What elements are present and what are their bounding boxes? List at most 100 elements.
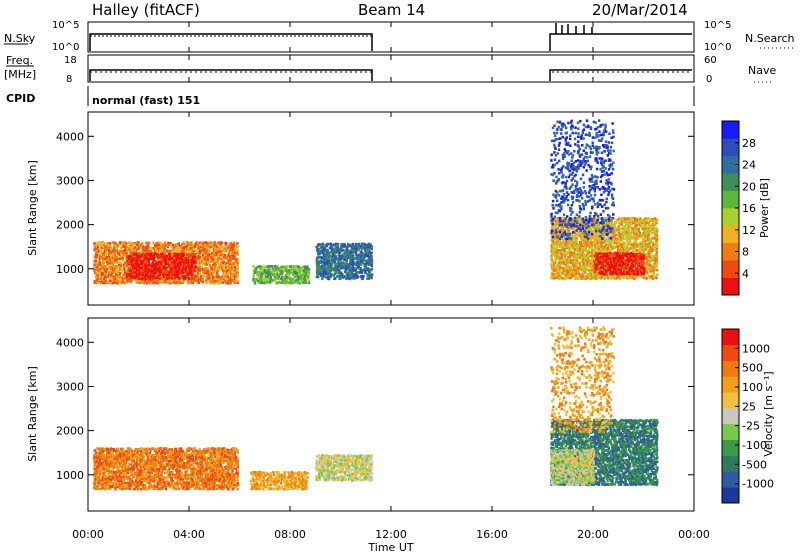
power-cell xyxy=(579,208,582,211)
power-cell xyxy=(350,274,354,278)
power-cell xyxy=(210,269,213,272)
power-cell xyxy=(145,267,149,270)
power-cell xyxy=(612,272,615,275)
power-cell xyxy=(581,257,584,260)
power-cell xyxy=(315,263,319,266)
power-cell xyxy=(611,256,615,259)
power-cell xyxy=(118,253,122,257)
power-cell xyxy=(634,262,637,266)
power-cell xyxy=(339,261,342,264)
power-cell xyxy=(264,268,267,272)
power-cell xyxy=(618,275,621,279)
power-cell xyxy=(630,247,633,250)
power-cell xyxy=(616,275,619,278)
power-cell xyxy=(356,247,359,250)
power-cell xyxy=(563,154,566,157)
power-cell xyxy=(552,207,555,210)
power-cell xyxy=(200,261,203,264)
power-cell xyxy=(564,254,567,258)
power-cell xyxy=(100,269,103,272)
power-cell xyxy=(162,247,165,250)
power-cell xyxy=(573,168,576,171)
power-cell xyxy=(127,266,130,269)
power-cell xyxy=(569,134,572,137)
power-cell xyxy=(573,189,576,193)
power-cell xyxy=(581,131,584,135)
power-cell xyxy=(332,249,336,253)
power-cell xyxy=(364,267,368,270)
power-cell xyxy=(223,254,227,257)
power-cell xyxy=(593,226,597,230)
power-cell xyxy=(556,191,559,194)
power-cell xyxy=(572,161,576,165)
power-cell xyxy=(633,245,636,248)
power-cell xyxy=(611,258,614,262)
power-cell xyxy=(190,273,193,276)
power-cell xyxy=(591,268,594,271)
power-cell xyxy=(641,258,644,261)
power-cell xyxy=(214,248,217,251)
power-cell xyxy=(355,256,358,260)
power-cell xyxy=(332,256,335,260)
power-cell xyxy=(619,257,623,260)
power-cell xyxy=(581,217,585,221)
power-cell xyxy=(123,265,126,268)
power-cell xyxy=(602,246,605,250)
power-cell xyxy=(618,221,621,225)
power-cell xyxy=(182,267,185,270)
power-cell xyxy=(113,251,116,254)
power-cell xyxy=(140,266,143,270)
power-cell xyxy=(307,268,311,271)
power-cell xyxy=(159,249,162,252)
power-cell xyxy=(595,252,598,255)
power-cell xyxy=(322,245,326,248)
power-cell xyxy=(576,151,580,155)
power-cell xyxy=(230,275,234,279)
power-cell xyxy=(571,270,574,274)
power-cell xyxy=(349,265,352,268)
power-cell xyxy=(571,195,575,199)
power-cell xyxy=(588,274,592,278)
power-cell xyxy=(558,209,562,213)
power-cell xyxy=(570,225,573,228)
power-cell xyxy=(228,243,231,246)
power-cell xyxy=(600,252,604,256)
power-cell xyxy=(324,243,327,247)
power-cell xyxy=(227,259,231,262)
power-cell xyxy=(554,234,558,238)
power-cell xyxy=(553,134,557,138)
power-cell xyxy=(155,261,158,264)
power-cell xyxy=(112,254,115,257)
power-cell xyxy=(596,249,599,253)
power-cell xyxy=(321,266,324,270)
power-cell xyxy=(136,279,140,282)
power-cell xyxy=(236,249,239,252)
power-cell xyxy=(210,241,213,244)
power-cell xyxy=(263,273,267,277)
power-cell xyxy=(116,282,119,285)
power-cell xyxy=(562,224,565,228)
power-cell xyxy=(234,245,238,249)
power-cell xyxy=(253,279,257,282)
power-cell xyxy=(626,241,629,244)
power-cell xyxy=(346,249,349,252)
power-cell xyxy=(131,278,134,282)
power-cell xyxy=(641,253,644,256)
power-cell xyxy=(114,255,117,258)
power-cell xyxy=(229,281,232,285)
power-cell xyxy=(603,228,607,232)
power-cell xyxy=(586,255,590,259)
power-cell xyxy=(654,245,657,248)
power-cell xyxy=(649,267,652,271)
power-cell xyxy=(581,224,585,228)
power-cell xyxy=(158,247,161,251)
power-cell xyxy=(121,249,124,253)
power-cell xyxy=(105,269,108,273)
power-cell xyxy=(576,121,580,124)
power-cell xyxy=(297,267,300,271)
power-cell xyxy=(101,257,105,260)
power-cell xyxy=(592,250,595,254)
power-cell xyxy=(168,241,171,245)
power-cell xyxy=(650,266,653,270)
power-cell xyxy=(648,227,652,230)
